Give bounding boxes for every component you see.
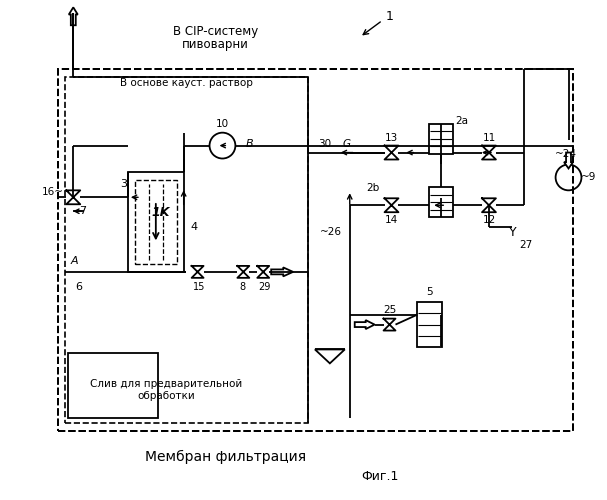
Polygon shape bbox=[69, 8, 78, 26]
Bar bbox=[66, 77, 308, 423]
Text: 8: 8 bbox=[239, 282, 245, 292]
Bar bbox=[69, 354, 158, 418]
Text: 7: 7 bbox=[80, 206, 86, 216]
Text: B: B bbox=[245, 138, 253, 148]
Text: 2a: 2a bbox=[455, 116, 468, 126]
Bar bbox=[135, 180, 177, 264]
Text: 16~: 16~ bbox=[41, 188, 63, 198]
Text: 5: 5 bbox=[426, 286, 433, 296]
Text: ~26: ~26 bbox=[320, 227, 342, 237]
Text: Y: Y bbox=[509, 226, 517, 238]
Text: обработки: обработки bbox=[137, 391, 195, 401]
Text: 13: 13 bbox=[385, 132, 398, 142]
Bar bbox=[128, 172, 184, 272]
Text: A: A bbox=[70, 256, 78, 266]
Text: 10: 10 bbox=[216, 118, 229, 128]
Text: Фиг.1: Фиг.1 bbox=[361, 470, 398, 483]
Text: 12: 12 bbox=[483, 215, 495, 225]
Bar bbox=[58, 69, 574, 431]
Text: 27: 27 bbox=[519, 240, 532, 250]
Text: ~24: ~24 bbox=[555, 148, 577, 158]
Text: Мембран фильтрация: Мембран фильтрация bbox=[145, 450, 306, 464]
Bar bbox=[58, 69, 574, 431]
Text: 1: 1 bbox=[385, 10, 393, 23]
Text: 6: 6 bbox=[75, 282, 83, 292]
Text: 25: 25 bbox=[383, 304, 396, 314]
Polygon shape bbox=[354, 320, 375, 329]
Polygon shape bbox=[271, 268, 293, 276]
Text: В основе кауст. раствор: В основе кауст. раствор bbox=[120, 78, 253, 88]
Polygon shape bbox=[315, 350, 345, 364]
Text: пивоварни: пивоварни bbox=[182, 38, 249, 51]
Bar bbox=[417, 302, 442, 347]
Text: 14: 14 bbox=[385, 215, 398, 225]
Text: 3: 3 bbox=[121, 180, 127, 190]
Text: В СIP-систему: В СIP-систему bbox=[173, 24, 258, 38]
Polygon shape bbox=[564, 152, 573, 168]
Text: 30: 30 bbox=[318, 138, 331, 148]
Text: 4: 4 bbox=[191, 222, 198, 232]
Bar bbox=[429, 124, 453, 154]
Text: 11: 11 bbox=[483, 132, 495, 142]
Text: 29: 29 bbox=[258, 282, 270, 292]
Text: 2b: 2b bbox=[367, 184, 379, 194]
Text: 15: 15 bbox=[194, 282, 206, 292]
Bar bbox=[429, 188, 453, 217]
Text: Слив для предварительной: Слив для предварительной bbox=[90, 379, 242, 389]
Text: ~9: ~9 bbox=[580, 172, 596, 182]
Text: 1K: 1K bbox=[152, 206, 170, 218]
Text: G: G bbox=[343, 138, 351, 148]
